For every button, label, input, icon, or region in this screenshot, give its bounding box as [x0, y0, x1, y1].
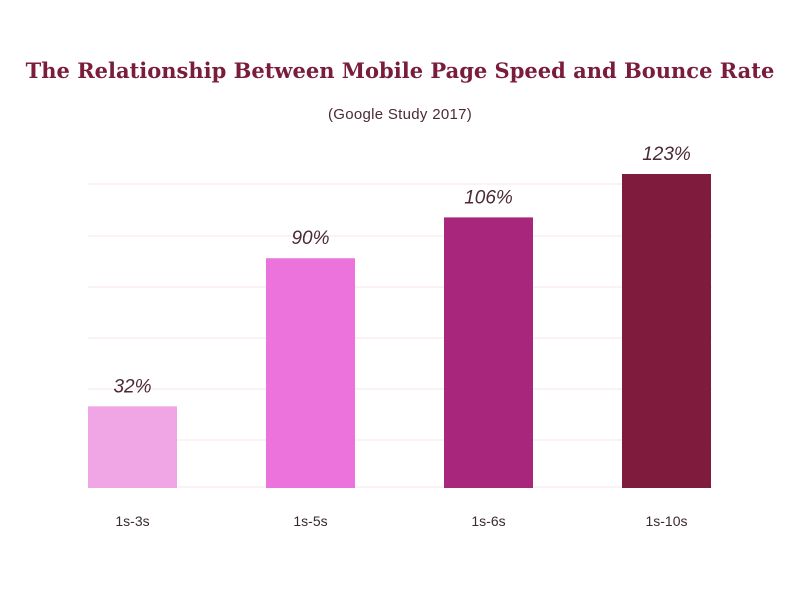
x-tick-label: 1s-6s	[471, 513, 505, 529]
bar-1s-3s	[88, 406, 177, 488]
chart-subtitle: (Google Study 2017)	[327, 106, 473, 123]
bar-value-label: 90%	[291, 228, 329, 249]
bar-value-label: 106%	[464, 187, 513, 208]
bar-1s-10s	[622, 174, 711, 488]
x-tick-label: 1s-10s	[645, 513, 687, 529]
bar-1s-5s	[266, 258, 355, 488]
bar-value-label: 32%	[113, 376, 151, 397]
bar-1s-6s	[444, 217, 533, 488]
x-tick-label: 1s-3s	[115, 513, 149, 529]
bar-value-label: 123%	[642, 144, 691, 165]
x-tick-label: 1s-5s	[293, 513, 327, 529]
chart-title: The Relationship Between Mobile Page Spe…	[25, 58, 775, 83]
